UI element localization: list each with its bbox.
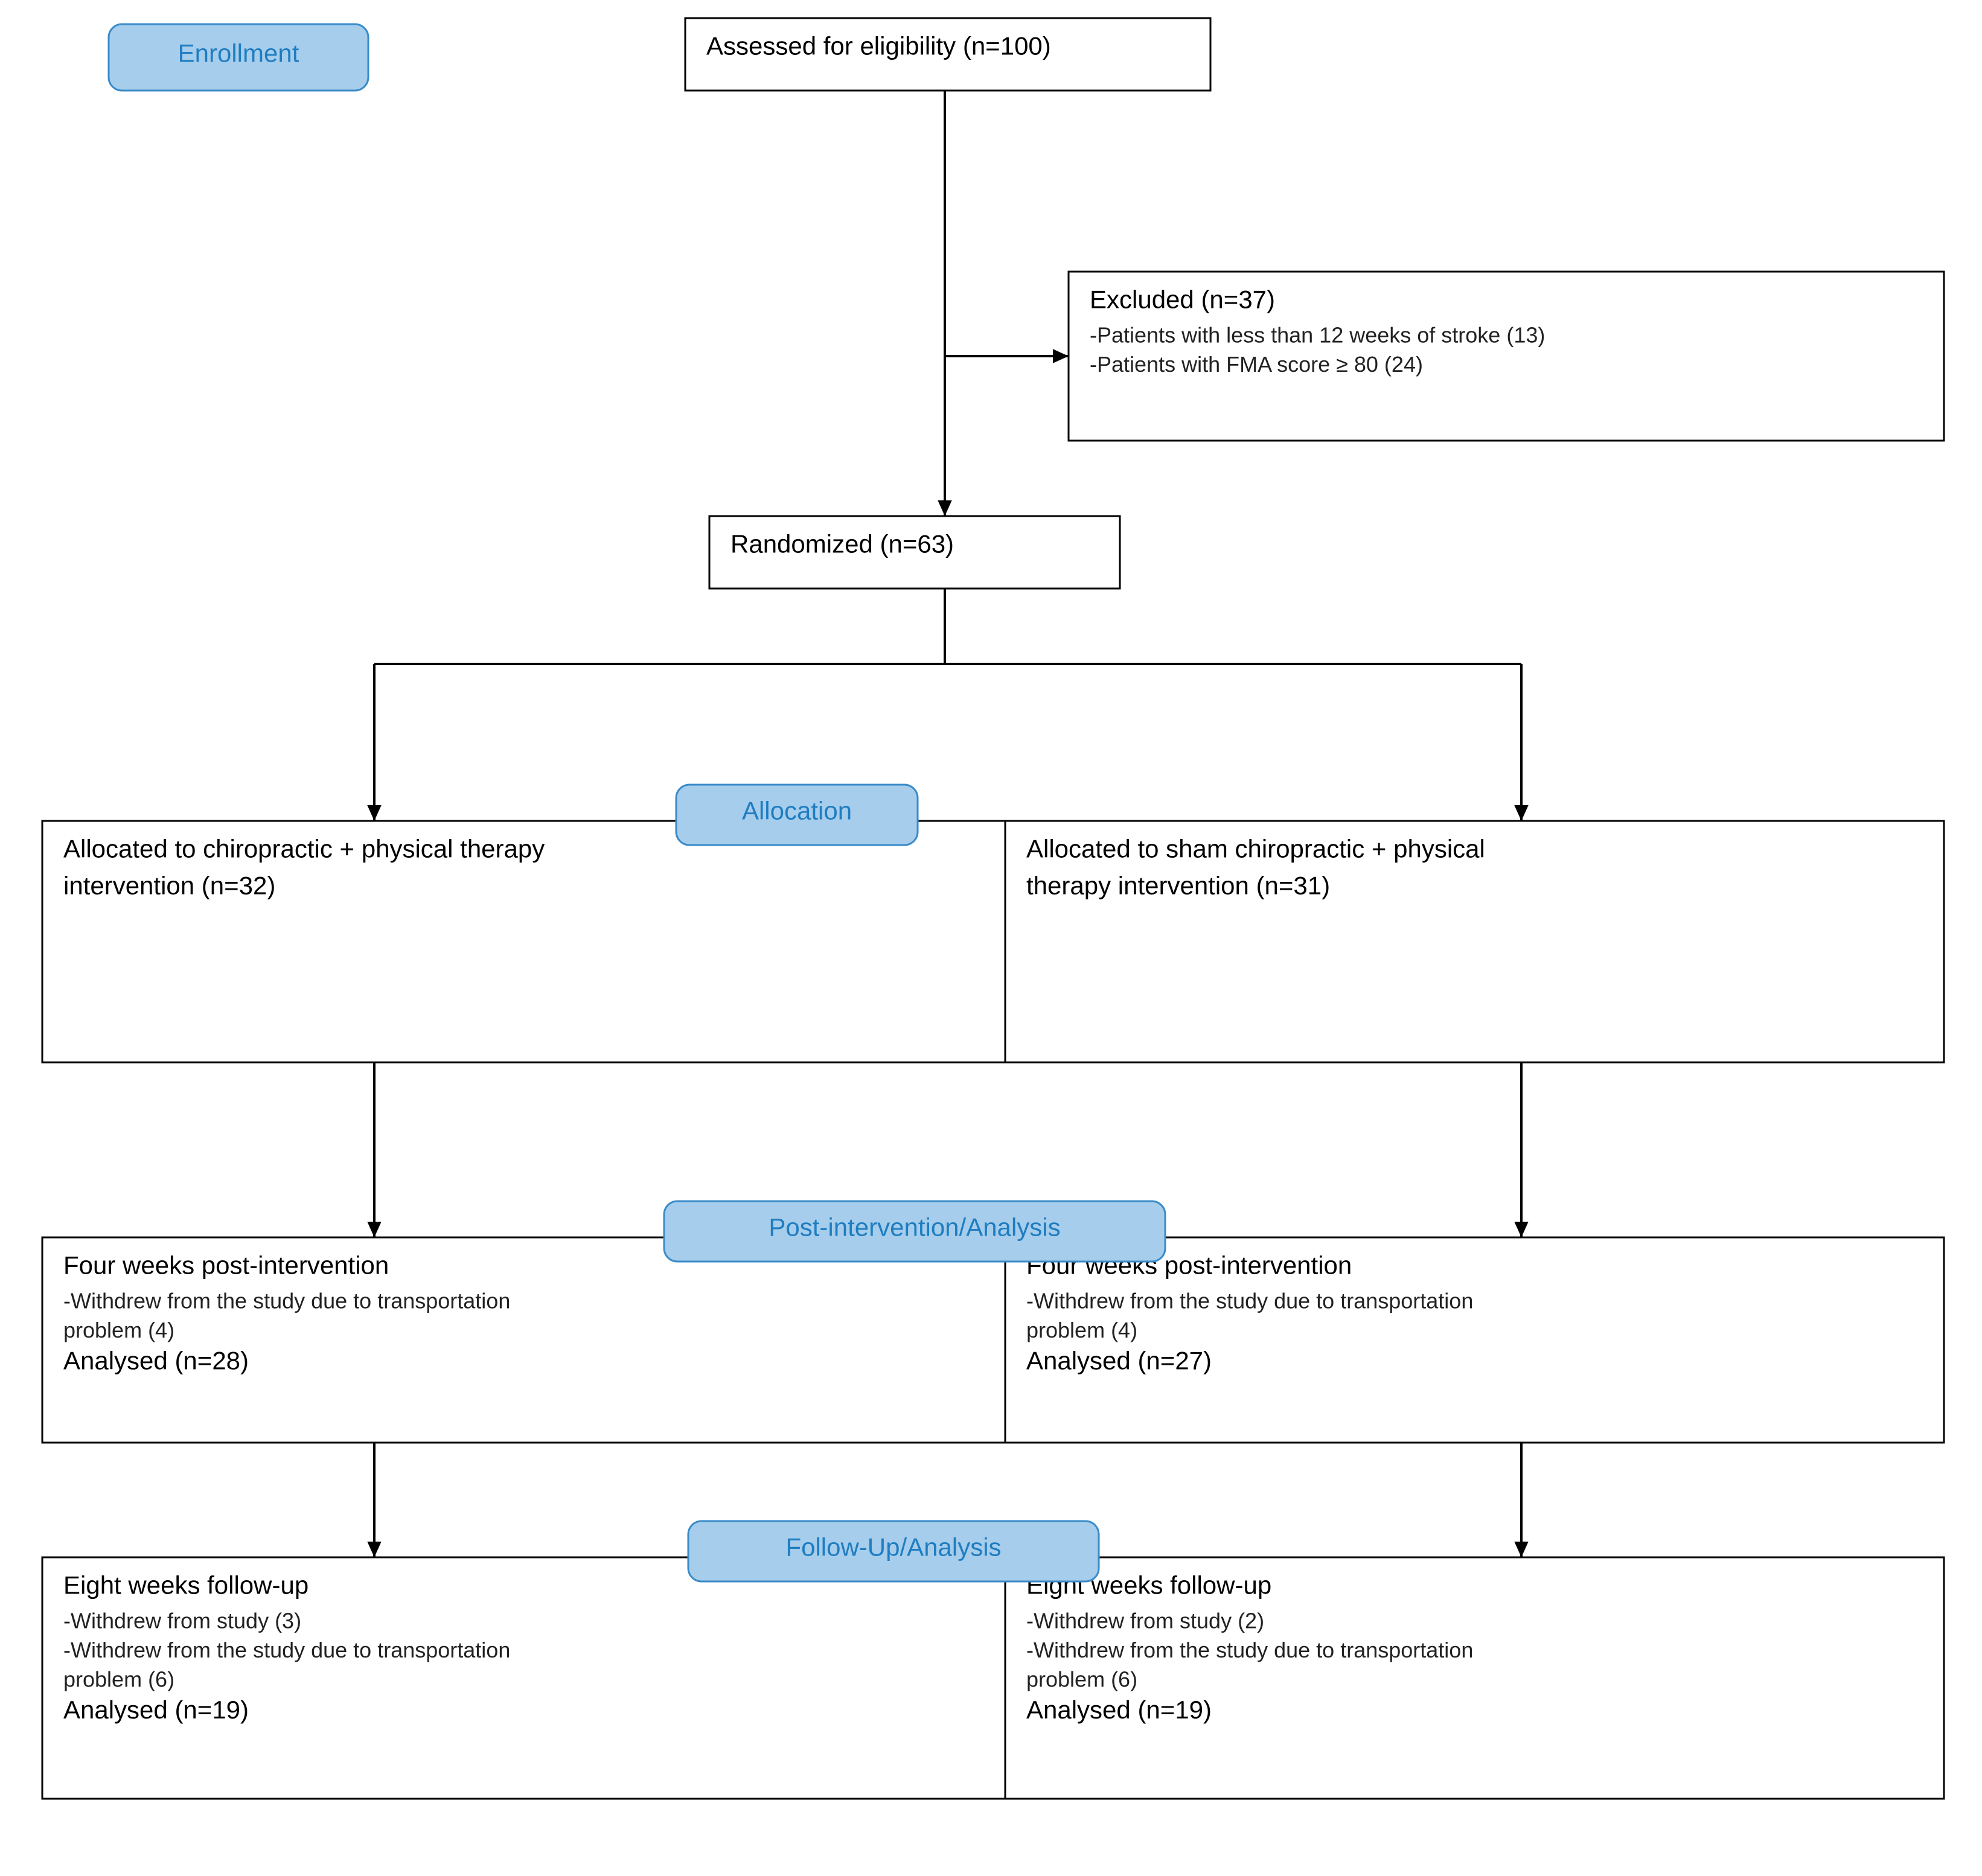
box-excluded-line-2: -Patients with FMA score ≥ 80 (24) bbox=[1090, 352, 1423, 377]
box-randomized-line-0: Randomized (n=63) bbox=[730, 529, 954, 558]
box-fu_left-line-4: Analysed (n=19) bbox=[63, 1696, 249, 1724]
box-alloc_left-line-1: intervention (n=32) bbox=[63, 871, 275, 899]
badge-allocation-label: Allocation bbox=[742, 796, 852, 825]
box-post_left-line-0: Four weeks post-intervention bbox=[63, 1251, 389, 1279]
box-post_left-line-3: Analysed (n=28) bbox=[63, 1347, 249, 1375]
consort-flowchart: Assessed for eligibility (n=100) Excluded… bbox=[0, 0, 1982, 1876]
box-alloc_right-line-1: therapy intervention (n=31) bbox=[1026, 871, 1330, 899]
box-fu_left-line-2: -Withdrew from the study due to transpor… bbox=[63, 1638, 510, 1662]
box-fu_right-line-4: Analysed (n=19) bbox=[1026, 1696, 1212, 1724]
box-alloc_right-line-0: Allocated to sham chiropractic + physica… bbox=[1026, 834, 1485, 863]
box-fu_left-line-1: -Withdrew from study (3) bbox=[63, 1608, 301, 1633]
box-fu_right-line-2: -Withdrew from the study due to transpor… bbox=[1026, 1638, 1473, 1662]
box-post_right-line-2: problem (4) bbox=[1026, 1318, 1137, 1342]
box-excluded-line-1: -Patients with less than 12 weeks of str… bbox=[1090, 322, 1545, 347]
arrowhead-icon bbox=[1514, 1542, 1528, 1557]
arrowhead-icon bbox=[1514, 805, 1528, 821]
box-assessed-line-0: Assessed for eligibility (n=100) bbox=[706, 31, 1051, 60]
box-post_left-line-2: problem (4) bbox=[63, 1318, 174, 1342]
box-post_right-line-1: -Withdrew from the study due to transpor… bbox=[1026, 1288, 1473, 1313]
box-fu_left-line-3: problem (6) bbox=[63, 1667, 174, 1692]
arrowhead-icon bbox=[1514, 1222, 1528, 1237]
badge-post-label: Post-intervention/Analysis bbox=[769, 1213, 1060, 1241]
arrowhead-icon bbox=[367, 1542, 381, 1557]
arrowhead-icon bbox=[938, 500, 951, 516]
box-alloc_left-line-0: Allocated to chiropractic + physical the… bbox=[63, 834, 545, 863]
box-fu_right-line-3: problem (6) bbox=[1026, 1667, 1137, 1692]
arrowhead-icon bbox=[1053, 349, 1069, 363]
box-post_right-line-3: Analysed (n=27) bbox=[1026, 1347, 1212, 1375]
badge-enrollment-label: Enrollment bbox=[178, 39, 299, 67]
box-excluded-line-0: Excluded (n=37) bbox=[1090, 285, 1275, 313]
badge-followup-label: Follow-Up/Analysis bbox=[785, 1533, 1001, 1561]
box-post_left-line-1: -Withdrew from the study due to transpor… bbox=[63, 1288, 510, 1313]
arrowhead-icon bbox=[367, 805, 381, 821]
arrowhead-icon bbox=[367, 1222, 381, 1237]
box-fu_left-line-0: Eight weeks follow-up bbox=[63, 1571, 308, 1599]
box-fu_right-line-1: -Withdrew from study (2) bbox=[1026, 1608, 1264, 1633]
